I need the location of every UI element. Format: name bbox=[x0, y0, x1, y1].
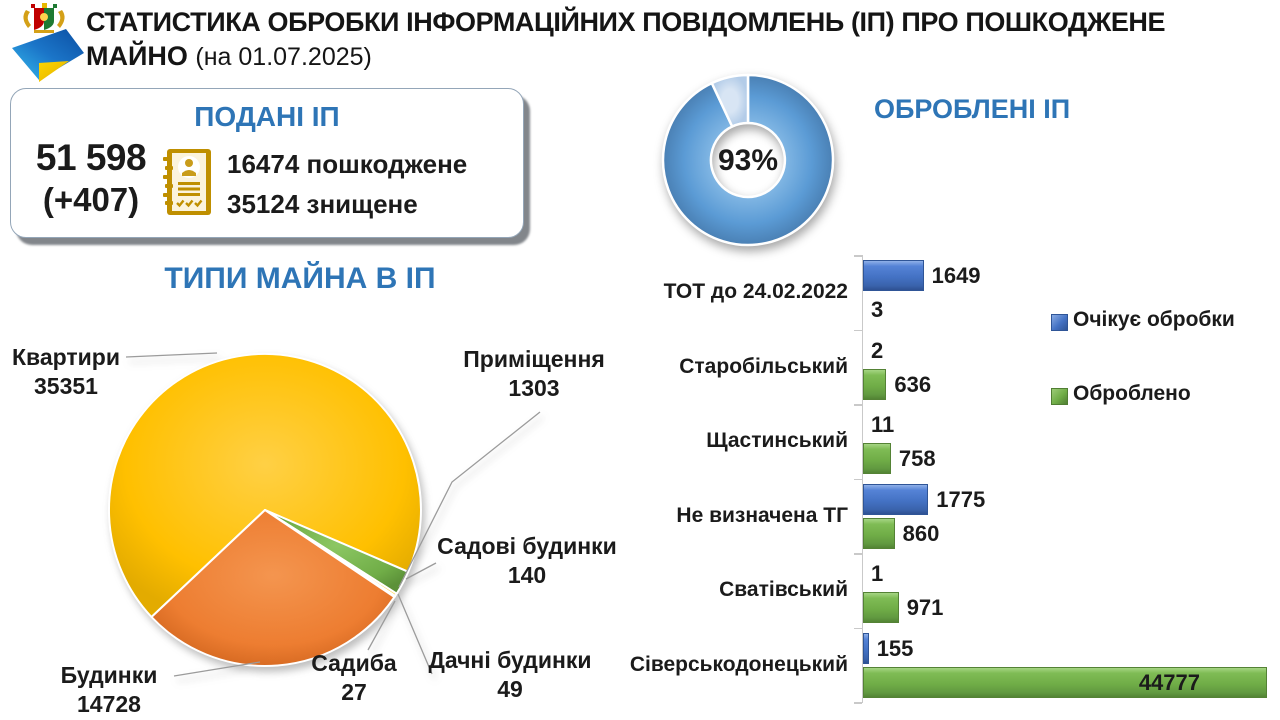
flag-swoosh-icon bbox=[12, 29, 84, 82]
legend-marker-ochikuye bbox=[1051, 314, 1068, 331]
pie-label-name: Приміщення bbox=[463, 346, 605, 372]
pie-label-name: Дачні будинки bbox=[428, 647, 592, 673]
bar-waiting-5 bbox=[863, 632, 869, 664]
property-types-pie-chart bbox=[108, 352, 541, 677]
processed-donut-chart bbox=[661, 73, 835, 247]
pie-label-sadovi-budynky: Садові будинки 140 bbox=[435, 532, 619, 590]
donut-center-label: 93% bbox=[717, 144, 779, 177]
destroyed-label: знищене bbox=[306, 189, 418, 219]
pie-label-value: 49 bbox=[497, 676, 523, 702]
pie-chart-title: ТИПИ МАЙНА В ІП bbox=[164, 262, 436, 295]
bar-value-label: 1775 bbox=[936, 486, 986, 512]
document-person-icon bbox=[163, 149, 211, 215]
submitted-reports-card: ПОДАНІ ІП 51 598 (+407) 16474 bbox=[10, 88, 524, 238]
pie-label-value: 35351 bbox=[34, 373, 98, 399]
page-title-line1: СТАТИСТИКА ОБРОБКИ ІНФОРМАЦІЙНИХ ПОВІДОМ… bbox=[86, 7, 1166, 37]
bar-axis-tick bbox=[854, 329, 862, 331]
bar-value-label: 971 bbox=[906, 595, 944, 620]
bar-waiting-0 bbox=[863, 260, 924, 291]
bar-axis-tick bbox=[854, 255, 862, 257]
page-title-line2-main: МАЙНО bbox=[86, 41, 188, 71]
legend-label-ochikuye: Очікує обробки bbox=[1073, 308, 1235, 331]
submitted-total: 51 598 bbox=[35, 137, 147, 178]
pie-label-kvartyry: Квартири 35351 bbox=[0, 343, 132, 401]
bar-category-label: ТОТ до 24.02.2022 bbox=[663, 280, 848, 303]
bar-waiting-3 bbox=[863, 483, 929, 515]
donut-slice-0 bbox=[661, 73, 835, 247]
donut-slice-1 bbox=[710, 73, 750, 128]
pie-leader-lines bbox=[125, 352, 541, 677]
pie-label-value: 14728 bbox=[77, 691, 141, 717]
bar-processed-5 bbox=[863, 666, 1267, 698]
bar-processed-1 bbox=[863, 368, 887, 400]
processed-section-title: ОБРОБЛЕНІ ІП bbox=[874, 94, 1071, 124]
bar-value-label: 44777 bbox=[1138, 669, 1200, 695]
bar-value-label: 1649 bbox=[931, 263, 981, 288]
bar-axis-tick bbox=[854, 404, 862, 406]
submitted-destroyed-line: 35124 знищене bbox=[227, 189, 418, 220]
pie-label-name: Садові будинки bbox=[437, 533, 617, 559]
submitted-damaged-line: 16474 пошкоджене bbox=[227, 149, 467, 180]
bar-processed-3 bbox=[863, 517, 895, 549]
bar-value-label: 155 bbox=[876, 635, 914, 661]
destroyed-value: 35124 bbox=[227, 189, 300, 219]
bar-processed-4 bbox=[863, 592, 899, 623]
pie-label-value: 1303 bbox=[508, 375, 560, 401]
submitted-delta: (+407) bbox=[42, 181, 140, 218]
organization-logo bbox=[12, 3, 84, 82]
pie-label-name: Садиба bbox=[311, 650, 397, 676]
pie-slice-5 bbox=[150, 509, 396, 667]
pie-label-value: 27 bbox=[341, 679, 367, 705]
submitted-card-title: ПОДАНІ ІП bbox=[194, 101, 340, 132]
bar-value-label: 3 bbox=[871, 297, 884, 322]
bar-value-label: 758 bbox=[898, 446, 936, 471]
bar-processed-2 bbox=[863, 443, 891, 474]
legend-label-obrobleno: Оброблено bbox=[1073, 382, 1191, 405]
page-title: СТАТИСТИКА ОБРОБКИ ІНФОРМАЦІЙНИХ ПОВІДОМ… bbox=[86, 5, 1278, 74]
page-title-line2: МАЙНО (на 01.07.2025) bbox=[86, 39, 1278, 74]
bar-axis-tick bbox=[854, 553, 862, 555]
pie-label-value: 140 bbox=[507, 562, 547, 588]
bar-axis-tick bbox=[854, 702, 862, 704]
pie-label-sadyba: Садиба 27 bbox=[300, 649, 408, 707]
bar-value-label: 11 bbox=[871, 412, 895, 437]
pie-label-name: Квартири bbox=[11, 344, 120, 370]
pie-label-prymishchennia: Приміщення 1303 bbox=[448, 345, 620, 403]
bar-value-label: 636 bbox=[894, 371, 932, 397]
bar-axis-tick bbox=[854, 478, 862, 480]
damaged-value: 16474 bbox=[227, 149, 300, 179]
pie-label-name: Будинки bbox=[60, 662, 158, 688]
legend-marker-obrobleno bbox=[1051, 388, 1068, 405]
pie-label-budynky: Будинки 14728 bbox=[40, 661, 178, 719]
bar-axis-line bbox=[861, 255, 863, 703]
damaged-label: пошкоджене bbox=[306, 149, 468, 179]
pie-slice-0 bbox=[108, 352, 422, 618]
bar-value-label: 2 bbox=[871, 337, 884, 363]
bar-axis-tick bbox=[854, 627, 862, 629]
bar-value-label: 860 bbox=[902, 520, 940, 546]
coat-of-arms-icon bbox=[23, 3, 65, 33]
bar-value-label: 1 bbox=[871, 561, 884, 586]
page-title-date: (на 01.07.2025) bbox=[195, 43, 372, 71]
pie-label-dachni-budynky: Дачні будинки 49 bbox=[415, 646, 605, 704]
